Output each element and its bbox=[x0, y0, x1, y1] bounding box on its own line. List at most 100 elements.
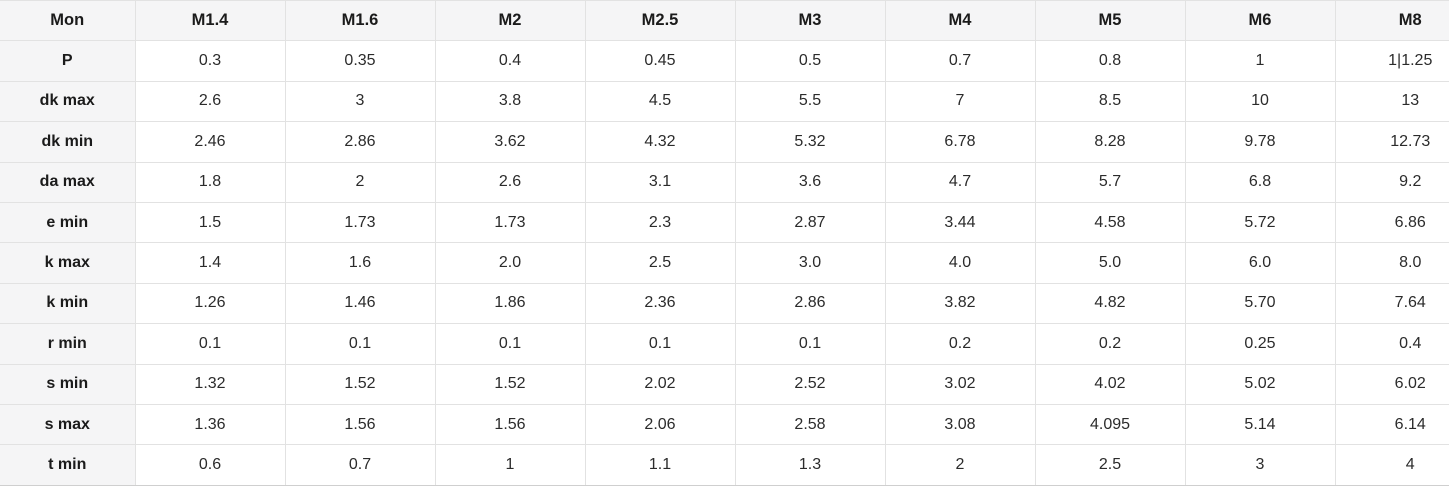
data-cell: 1.73 bbox=[285, 201, 436, 244]
data-cell: 4.82 bbox=[1035, 282, 1186, 325]
data-cell: 0.7 bbox=[885, 40, 1036, 82]
column-header: M8 bbox=[1335, 0, 1449, 42]
data-cell: 0.1 bbox=[735, 323, 886, 365]
data-cell: 6.86 bbox=[1335, 201, 1449, 244]
data-cell: 8.0 bbox=[1335, 242, 1449, 284]
data-cell: 2.02 bbox=[585, 363, 736, 405]
data-cell: 2.87 bbox=[735, 201, 886, 244]
data-cell: 9.2 bbox=[1335, 161, 1449, 203]
data-cell: 4.58 bbox=[1035, 201, 1186, 244]
data-cell: 5.7 bbox=[1035, 161, 1186, 203]
data-cell: 6.02 bbox=[1335, 363, 1449, 405]
table-row: dk max 2.6 3 3.8 4.5 5.5 7 8.5 10 13 bbox=[0, 80, 1449, 123]
data-cell: 2.36 bbox=[585, 282, 736, 325]
row-label: k min bbox=[0, 282, 136, 325]
data-cell: 0.8 bbox=[1035, 40, 1186, 82]
data-cell: 1.5 bbox=[135, 201, 286, 244]
data-cell: 3.6 bbox=[735, 161, 886, 203]
data-cell: 0.2 bbox=[885, 323, 1036, 365]
corner-header: Mon bbox=[0, 0, 136, 42]
row-label: r min bbox=[0, 323, 136, 365]
table-row: t min 0.6 0.7 1 1.1 1.3 2 2.5 3 4 bbox=[0, 444, 1449, 486]
data-cell: 2.58 bbox=[735, 403, 886, 446]
data-cell: 4.02 bbox=[1035, 363, 1186, 405]
data-cell: 0.35 bbox=[285, 40, 436, 82]
data-cell: 4.32 bbox=[585, 121, 736, 163]
row-label: e min bbox=[0, 201, 136, 244]
column-header: M3 bbox=[735, 0, 886, 42]
data-cell: 1.46 bbox=[285, 282, 436, 325]
data-cell: 0.5 bbox=[735, 40, 886, 82]
table-row: k max 1.4 1.6 2.0 2.5 3.0 4.0 5.0 6.0 8.0 bbox=[0, 242, 1449, 284]
data-cell: 0.4 bbox=[1335, 323, 1449, 365]
row-label: t min bbox=[0, 444, 136, 486]
data-cell: 0.1 bbox=[435, 323, 586, 365]
data-cell: 0.7 bbox=[285, 444, 436, 486]
row-label: dk min bbox=[0, 121, 136, 163]
table-row: dk min 2.46 2.86 3.62 4.32 5.32 6.78 8.28 9.78 12… bbox=[0, 121, 1449, 163]
column-header: M1.6 bbox=[285, 0, 436, 42]
data-cell: 0.6 bbox=[135, 444, 286, 486]
data-cell: 1.6 bbox=[285, 242, 436, 284]
data-cell: 1.36 bbox=[135, 403, 286, 446]
data-cell: 0.1 bbox=[135, 323, 286, 365]
data-cell: 5.70 bbox=[1185, 282, 1336, 325]
column-header: M5 bbox=[1035, 0, 1186, 42]
data-cell: 0.1 bbox=[585, 323, 736, 365]
data-cell: 1 bbox=[1185, 40, 1336, 82]
data-cell: 2.86 bbox=[735, 282, 886, 325]
data-cell: 6.14 bbox=[1335, 403, 1449, 446]
data-cell: 4.095 bbox=[1035, 403, 1186, 446]
data-cell: 3.1 bbox=[585, 161, 736, 203]
data-cell: 1.8 bbox=[135, 161, 286, 203]
data-cell: 10 bbox=[1185, 80, 1336, 123]
data-cell: 1|1.25 bbox=[1335, 40, 1449, 82]
data-cell: 3.82 bbox=[885, 282, 1036, 325]
data-cell: 3 bbox=[285, 80, 436, 123]
row-label: k max bbox=[0, 242, 136, 284]
data-cell: 2 bbox=[285, 161, 436, 203]
data-cell: 2.3 bbox=[585, 201, 736, 244]
row-label: s max bbox=[0, 403, 136, 446]
data-cell: 1.26 bbox=[135, 282, 286, 325]
data-cell: 1.73 bbox=[435, 201, 586, 244]
data-cell: 1.86 bbox=[435, 282, 586, 325]
row-label: s min bbox=[0, 363, 136, 405]
data-cell: 8.5 bbox=[1035, 80, 1186, 123]
data-cell: 1 bbox=[435, 444, 586, 486]
data-cell: 2.0 bbox=[435, 242, 586, 284]
data-cell: 1.52 bbox=[285, 363, 436, 405]
table-row: da max 1.8 2 2.6 3.1 3.6 4.7 5.7 6.8 9.2 bbox=[0, 161, 1449, 203]
column-header: M2 bbox=[435, 0, 586, 42]
data-cell: 1.56 bbox=[285, 403, 436, 446]
data-cell: 7.64 bbox=[1335, 282, 1449, 325]
data-cell: 2.06 bbox=[585, 403, 736, 446]
data-cell: 8.28 bbox=[1035, 121, 1186, 163]
data-cell: 3.08 bbox=[885, 403, 1036, 446]
table-row: P 0.3 0.35 0.4 0.45 0.5 0.7 0.8 1 1|1.25 bbox=[0, 40, 1449, 82]
data-cell: 5.72 bbox=[1185, 201, 1336, 244]
row-label: dk max bbox=[0, 80, 136, 123]
data-cell: 5.5 bbox=[735, 80, 886, 123]
table-row: k min 1.26 1.46 1.86 2.36 2.86 3.82 4.82 5.70 7.6… bbox=[0, 282, 1449, 325]
data-cell: 1.32 bbox=[135, 363, 286, 405]
data-cell: 3.02 bbox=[885, 363, 1036, 405]
data-cell: 2.5 bbox=[585, 242, 736, 284]
data-cell: 4 bbox=[1335, 444, 1449, 486]
data-cell: 3.0 bbox=[735, 242, 886, 284]
data-cell: 7 bbox=[885, 80, 1036, 123]
data-cell: 2.52 bbox=[735, 363, 886, 405]
data-cell: 2.6 bbox=[435, 161, 586, 203]
data-cell: 0.1 bbox=[285, 323, 436, 365]
data-cell: 1.52 bbox=[435, 363, 586, 405]
data-cell: 2.6 bbox=[135, 80, 286, 123]
data-cell: 1.4 bbox=[135, 242, 286, 284]
data-cell: 3 bbox=[1185, 444, 1336, 486]
data-cell: 0.3 bbox=[135, 40, 286, 82]
data-cell: 0.4 bbox=[435, 40, 586, 82]
table-row: s min 1.32 1.52 1.52 2.02 2.52 3.02 4.02 5.02 6.0… bbox=[0, 363, 1449, 405]
data-cell: 5.14 bbox=[1185, 403, 1336, 446]
data-cell: 4.0 bbox=[885, 242, 1036, 284]
